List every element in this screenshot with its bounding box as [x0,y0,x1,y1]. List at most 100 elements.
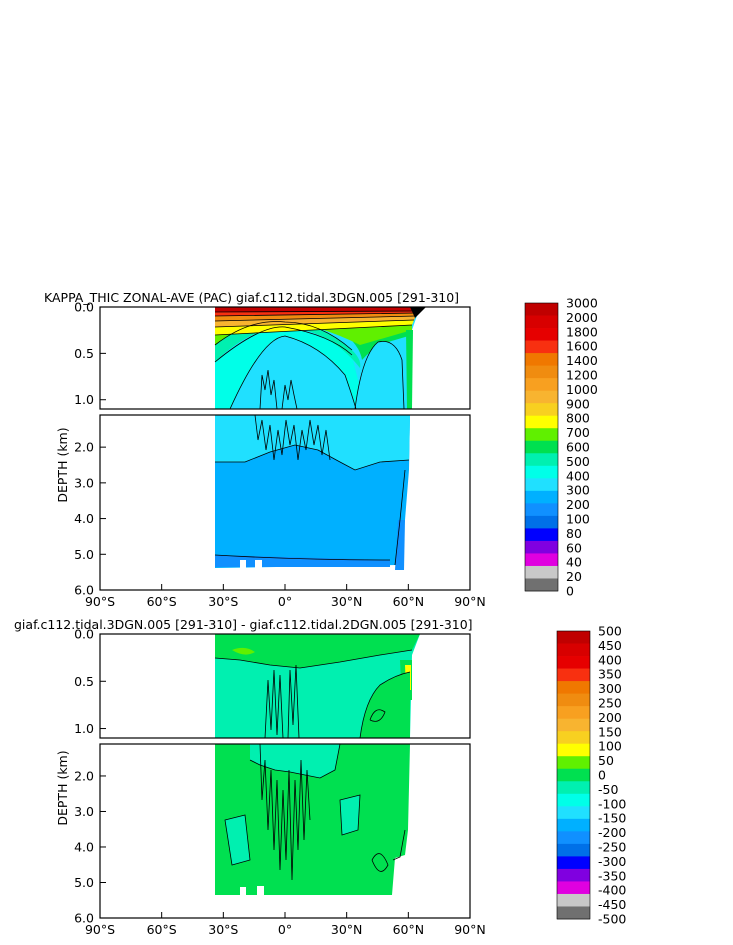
colorbar-swatch [525,528,558,542]
colorbar-swatch [557,743,590,757]
colorbar-swatch [557,681,590,695]
colorbar-swatch [525,540,558,554]
colorbar-swatch [525,415,558,429]
colorbar-label: -400 [598,883,626,898]
colorbar-label: 40 [566,555,582,570]
colorbar-swatch [557,856,590,870]
colorbar-label: 50 [598,753,614,768]
panel-1-title: KAPPA_THIC ZONAL-AVE (PAC) giaf.c112.tid… [44,290,459,305]
colorbar-swatch [557,831,590,845]
y-tick-label: 5.0 [74,875,94,890]
panel-2-colorbar: 500450400350300250200150100500-50-100-15… [556,624,626,927]
colorbar-swatch [557,768,590,782]
colorbar-label: 150 [598,724,622,739]
colorbar-swatch [525,490,558,504]
x-tick-label: 90°S [85,594,115,609]
colorbar-swatch [557,893,590,907]
colorbar-label: 800 [566,411,590,426]
colorbar-label: 300 [598,681,622,696]
colorbar-label: 500 [566,454,590,469]
colorbar-label: -350 [598,868,626,883]
colorbar-label: 0 [566,584,574,599]
panel-1-upper-frame [99,306,471,410]
x-tick-label: 30°S [208,922,238,937]
colorbar-swatch [557,906,590,920]
colorbar-label: 200 [566,497,590,512]
colorbar-swatch [525,340,558,354]
colorbar-label: 300 [566,483,590,498]
colorbar-swatch [525,578,558,592]
colorbar-swatch [557,793,590,807]
panel-1-x-axis: 90°S 60°S 30°S 0° 30°N 60°N 90°N [85,584,486,609]
x-tick-label: 60°S [147,922,177,937]
colorbar-label: 100 [566,512,590,527]
colorbar-frame [524,302,559,592]
colorbar-label: 600 [566,440,590,455]
colorbar-label: 3000 [566,296,598,311]
y-tick-label: 4.0 [74,839,94,854]
panel-2-upper-frame [99,633,471,739]
colorbar-label: 1400 [566,353,598,368]
colorbar-swatch [557,806,590,820]
x-tick-label: 90°S [85,922,115,937]
y-tick-label: 6.0 [74,911,94,926]
colorbar-label: 400 [598,652,622,667]
y-tick-label: 0.0 [74,300,94,315]
colorbar-swatch [525,353,558,367]
colorbar-label: -200 [598,825,626,840]
colorbar-swatch [525,565,558,579]
panel-1-colorbar: 3000200018001600140012001000900800700600… [524,296,598,599]
panel-2: giaf.c112.tidal.3DGN.005 [291-310] - gia… [14,617,626,937]
colorbar-label: 200 [598,710,622,725]
colorbar-label: 1800 [566,324,598,339]
panel-2-title: giaf.c112.tidal.3DGN.005 [291-310] - gia… [14,617,473,632]
colorbar-swatch [557,756,590,770]
colorbar-swatch [525,403,558,417]
panel-2-lower-field [100,744,470,918]
x-tick-label: 60°N [393,594,425,609]
colorbar-label: 1200 [566,368,598,383]
colorbar-frame [556,630,591,920]
panel-2-ylabel: DEPTH (km) [55,750,70,825]
colorbar-swatch [525,553,558,567]
colorbar-swatch [557,781,590,795]
panel-1-lower-field [100,415,470,590]
colorbar-label: 60 [566,540,582,555]
colorbar-swatch [525,365,558,379]
x-tick-label: 60°N [393,922,425,937]
y-tick-label: 3.0 [74,475,94,490]
colorbar-swatch [557,656,590,669]
y-tick-label: 2.0 [74,440,94,455]
colorbar-swatch [557,643,590,657]
y-tick-label: 4.0 [74,511,94,526]
colorbar-label: 250 [598,696,622,711]
colorbar-label: 1000 [566,382,598,397]
colorbar-label: 900 [566,396,590,411]
y-tick-label: 0.0 [74,627,94,642]
colorbar-swatch [525,515,558,529]
x-tick-label: 30°S [208,594,238,609]
y-tick-label: 2.0 [74,768,94,783]
colorbar-swatch [525,303,558,316]
colorbar-swatch [557,881,590,895]
y-tick-label: 1.0 [74,392,94,407]
colorbar-swatch [557,693,590,707]
colorbar-swatch [525,315,558,329]
panel-1-y-axis: 0.0 0.5 1.0 2.0 3.0 4.0 5.0 6.0 [74,300,106,598]
colorbar-label: 100 [598,739,622,754]
x-tick-label: 30°N [331,922,363,937]
colorbar-swatch [557,668,590,682]
colorbar-label: 450 [598,638,622,653]
panel-2-y-axis: 0.0 0.5 1.0 2.0 3.0 4.0 5.0 6.0 [74,627,106,926]
x-tick-label: 60°S [147,594,177,609]
colorbar-label: -50 [598,782,618,797]
y-tick-label: 0.5 [74,346,94,361]
x-tick-label: 30°N [331,594,363,609]
colorbar-swatch [525,390,558,404]
colorbar-label: -300 [598,854,626,869]
colorbar-swatch [557,868,590,882]
panel-1: KAPPA_THIC ZONAL-AVE (PAC) giaf.c112.tid… [44,290,598,609]
colorbar-swatch [525,465,558,479]
colorbar-swatch [525,428,558,442]
